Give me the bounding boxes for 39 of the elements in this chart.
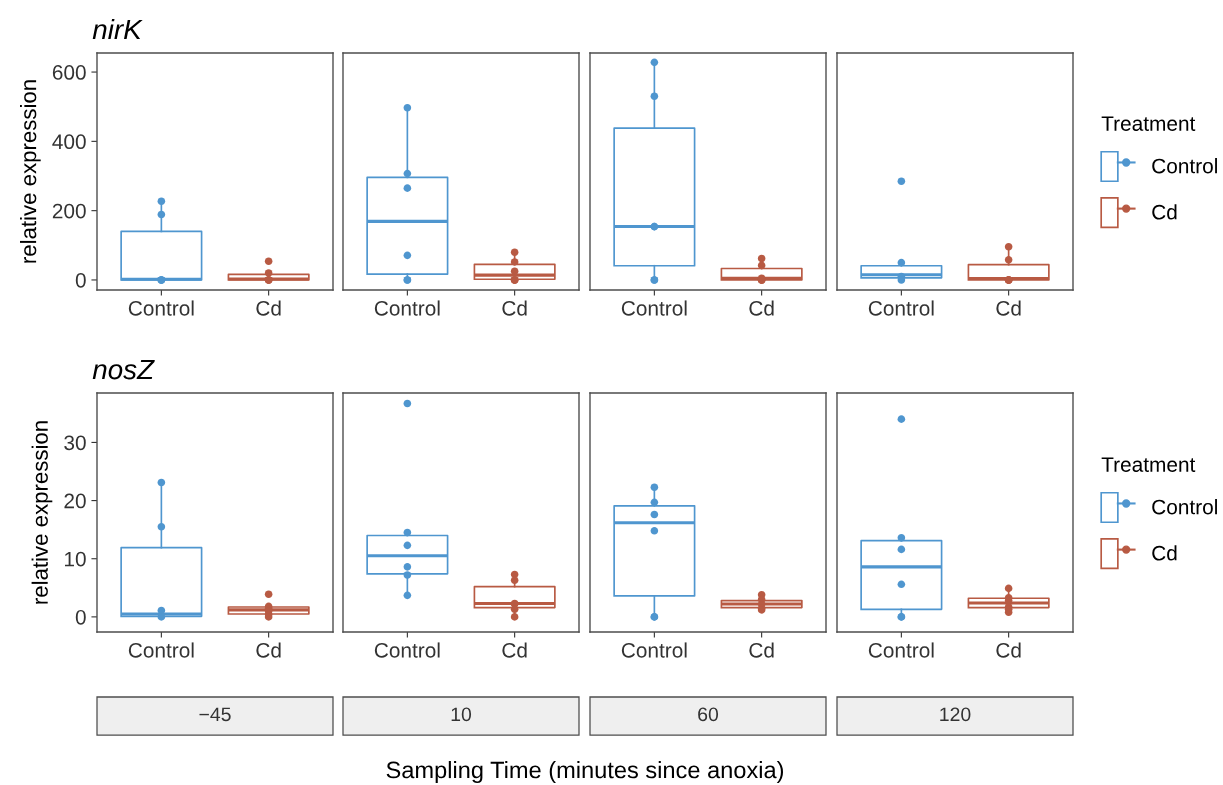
x-tick-label: Control <box>621 642 687 658</box>
x-tick-label: Cd <box>749 300 774 316</box>
text: 10 <box>451 707 472 722</box>
chart-title: nosZ <box>92 360 155 380</box>
text: 60 <box>698 707 719 722</box>
y-axis-title: relative expression <box>31 421 53 604</box>
chart-title: nirK <box>92 18 143 40</box>
y-axis-title: relative expression <box>20 80 41 263</box>
x-tick-label: Control <box>621 300 687 316</box>
y-tick-label: 30 <box>64 435 86 451</box>
y-tick-label: 0 <box>75 272 86 288</box>
x-tick-label: Cd <box>996 642 1021 658</box>
y-tick-label: 20 <box>64 493 86 509</box>
y-tick-label: 0 <box>75 609 86 625</box>
x-tick-label: Control <box>128 300 194 316</box>
legend-label: Control <box>1152 158 1217 174</box>
text: −45 <box>199 707 231 722</box>
legend-label: Cd <box>1152 204 1177 220</box>
x-tick-label: Cd <box>749 642 774 658</box>
legend-title: Treatment <box>1101 457 1196 472</box>
x-tick-label: Control <box>374 642 440 658</box>
x-tick-label: Control <box>374 300 440 316</box>
legend-title: Treatment <box>1101 116 1196 131</box>
y-tick-label: 400 <box>52 134 86 150</box>
x-tick-label: Control <box>128 642 194 658</box>
x-tick-label: Control <box>868 300 934 316</box>
text: 120 <box>940 707 971 722</box>
y-tick-label: 600 <box>52 65 86 80</box>
legend-label: Control <box>1152 499 1217 515</box>
x-tick-label: Cd <box>996 300 1021 316</box>
x-tick-label: Cd <box>256 642 281 658</box>
x-tick-label: Control <box>868 642 934 658</box>
y-tick-label: 200 <box>52 203 86 219</box>
y-tick-label: 10 <box>65 551 86 567</box>
legend-label: Cd <box>1152 545 1177 561</box>
x-tick-label: Cd <box>502 300 527 316</box>
x-tick-label: Cd <box>256 300 281 316</box>
x-axis-title: Sampling Time (minutes since anoxia) <box>386 760 784 784</box>
x-tick-label: Cd <box>502 642 527 658</box>
